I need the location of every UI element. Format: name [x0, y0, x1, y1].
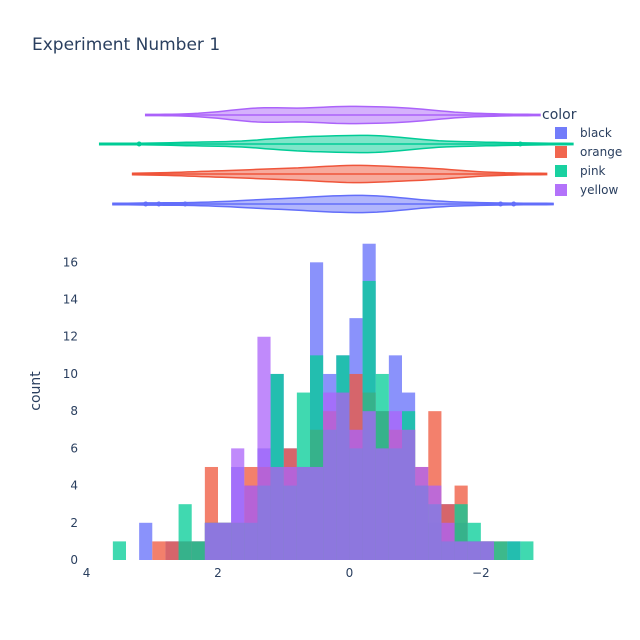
x-tick-label: 2 [214, 566, 222, 580]
histogram-bar-yellow [362, 411, 376, 560]
legend-label-yellow: yellow [580, 183, 618, 197]
legend-label-pink: pink [580, 164, 606, 178]
violin-outlier-pink [136, 141, 142, 147]
legend-swatch-pink [555, 165, 567, 177]
legend: color black orange pink yellow [542, 107, 622, 197]
histogram-bar-yellow [231, 448, 245, 560]
histogram-bar-yellow [441, 522, 455, 560]
histogram-bar-pink [507, 541, 521, 560]
histogram-bar-yellow [349, 429, 363, 560]
x-tick-label: 0 [346, 566, 354, 580]
histogram-bar-yellow [336, 392, 350, 560]
violin-outlier-black [143, 201, 149, 207]
histogram-bar-pink [520, 541, 534, 560]
y-axis-title: count [28, 371, 44, 411]
legend-swatch-orange [555, 146, 567, 158]
histogram-bar-yellow [480, 541, 494, 560]
histogram-bar-yellow [428, 485, 442, 560]
marginal-violins [98, 105, 574, 214]
y-tick-label: 0 [70, 553, 78, 567]
histogram-bars [112, 243, 534, 560]
y-tick-label: 4 [70, 479, 78, 493]
histogram-bar-yellow [402, 429, 416, 560]
x-tick-label: −2 [472, 566, 490, 580]
histogram-bar-yellow [283, 466, 297, 560]
histogram-bar-yellow [244, 485, 258, 560]
y-tick-label: 14 [63, 293, 78, 307]
violin-outlier-black [182, 201, 188, 207]
histogram-bar-black [139, 522, 153, 560]
histogram-bar-pink [112, 541, 126, 560]
histogram-bar-orange [165, 541, 179, 560]
legend-label-orange: orange [580, 145, 622, 159]
histogram-bar-yellow [204, 522, 218, 560]
x-axis-ticks: 4 2 0 −2 [83, 566, 490, 580]
histogram-bar-yellow [270, 466, 284, 560]
histogram-bar-pink [494, 541, 508, 560]
y-tick-label: 6 [70, 441, 78, 455]
violin-outlier-black [511, 201, 517, 207]
histogram-bar-yellow [454, 541, 468, 560]
chart-title: Experiment Number 1 [32, 35, 220, 55]
y-tick-label: 16 [63, 255, 78, 269]
histogram-bar-yellow [310, 466, 324, 560]
histogram-bar-pink [178, 504, 192, 560]
histogram-bar-yellow [296, 466, 310, 560]
y-axis-ticks: 0 2 4 6 8 10 12 14 16 [63, 255, 78, 567]
histogram-bar-yellow [415, 466, 429, 560]
legend-swatch-yellow [555, 184, 567, 196]
histogram-bar-yellow [467, 541, 481, 560]
histogram-bar-orange [152, 541, 166, 560]
histogram-bar-yellow [218, 522, 232, 560]
legend-label-black: black [580, 126, 612, 140]
histogram-bar-pink [191, 541, 205, 560]
violin-outlier-black [498, 201, 504, 207]
y-tick-label: 10 [63, 367, 78, 381]
histogram-bar-yellow [323, 392, 337, 560]
violin-outlier-black [156, 201, 162, 207]
legend-swatch-black [555, 127, 567, 139]
legend-title: color [542, 107, 577, 123]
histogram-bar-yellow [388, 411, 402, 560]
x-tick-label: 4 [83, 566, 91, 580]
violin-outlier-pink [517, 141, 523, 147]
y-tick-label: 12 [63, 330, 78, 344]
y-tick-label: 2 [70, 516, 78, 530]
histogram-bar-yellow [375, 448, 389, 560]
y-tick-label: 8 [70, 404, 78, 418]
histogram-bar-yellow [257, 336, 271, 560]
